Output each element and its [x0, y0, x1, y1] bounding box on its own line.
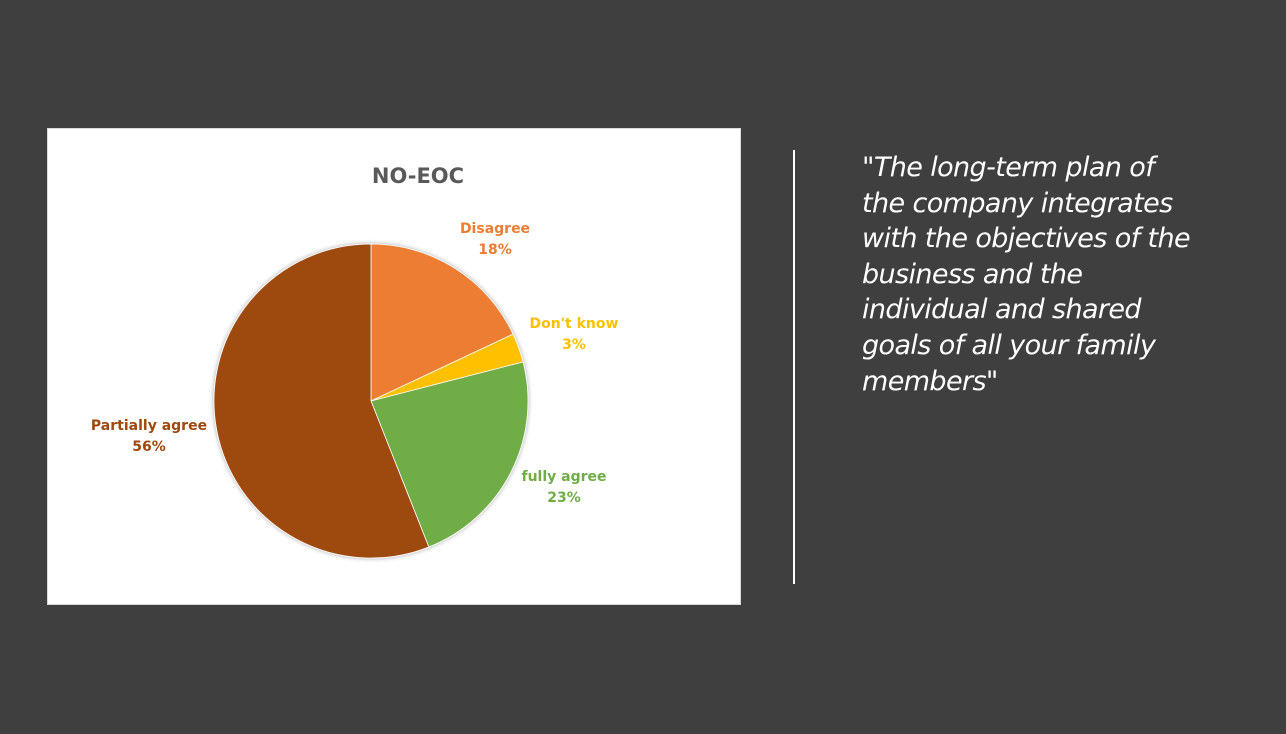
quote-line: goals of all your family — [862, 329, 1156, 361]
pie-data-labels: Disagree 18% Don't know 3% fully agree 23% Par… — [91, 221, 619, 506]
quote-line: "The long-term plan of — [862, 152, 1155, 183]
pie-slices — [213, 243, 529, 559]
pie-slice-partially-agree — [213, 243, 430, 559]
pie-chart: NO-EOC Disagree 18% Don't know 3% fully agre… — [91, 164, 619, 559]
slice-percent-label: 18% — [478, 242, 512, 258]
quote-line: individual and shared — [862, 294, 1142, 326]
chart-title: NO-EOC — [372, 164, 464, 188]
survey-question-quote: "The long-term plan of the company integ… — [862, 150, 1262, 399]
slice-percent-label: 23% — [547, 490, 581, 506]
slice-percent-label: 56% — [132, 439, 166, 455]
slice-category-label: Disagree — [460, 221, 530, 237]
pie-slice-fully-agree — [370, 361, 529, 548]
vertical-divider — [793, 150, 795, 584]
pie-slice-disagree — [370, 243, 514, 402]
slice-percent-label: 3% — [562, 337, 586, 353]
slice-category-label: Partially agree — [91, 418, 207, 434]
slice-category-label: fully agree — [521, 469, 606, 485]
slice-category-label: Don't know — [530, 316, 619, 332]
quote-line: with the objectives of the — [862, 223, 1191, 255]
quote-line: business and the — [862, 258, 1083, 290]
quote-line: the company integrates — [862, 187, 1173, 219]
quote-line: members" — [862, 365, 998, 397]
pie-chart-panel: NO-EOC Disagree 18% Don't know 3% fully agre… — [47, 128, 741, 605]
